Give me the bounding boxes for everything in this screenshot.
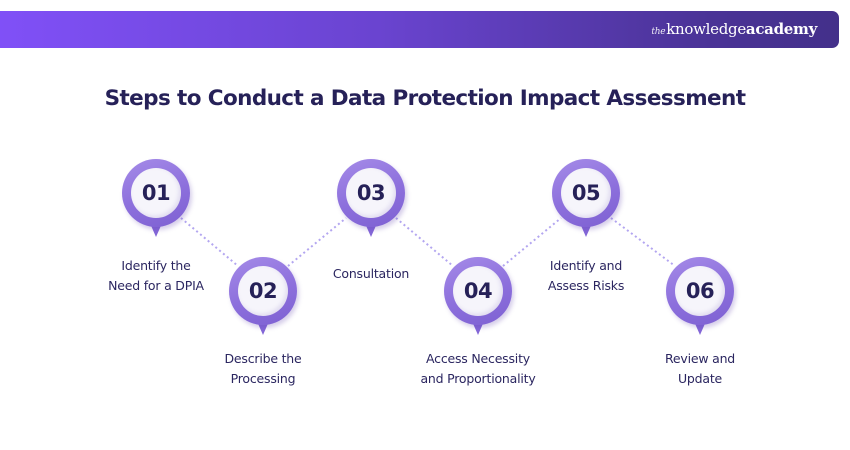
step-label-line: Processing (230, 370, 296, 386)
step-label-02: Describe the Processing (173, 349, 353, 388)
step-pin-02: 02 (229, 257, 297, 339)
step-number: 01 (131, 168, 181, 218)
step-label-01: Identify the Need for a DPIA (66, 256, 246, 295)
step-label-05: Identify and Assess Risks (496, 256, 676, 295)
step-number: 03 (346, 168, 396, 218)
step-label-03: Consultation (281, 264, 461, 284)
header-banner: theknowledgeacademy (0, 11, 839, 48)
step-number: 05 (561, 168, 611, 218)
step-pin-03: 03 (337, 159, 405, 241)
brand-knowledge: knowledge (666, 20, 746, 38)
step-label-line: and Proportionality (420, 370, 536, 386)
brand-prefix: the (651, 27, 666, 37)
step-label-line: Access Necessity (426, 351, 530, 366)
step-number: 04 (453, 266, 503, 316)
step-pin-01: 01 (122, 159, 190, 241)
step-pin-04: 04 (444, 257, 512, 339)
step-label-line: Assess Risks (547, 277, 625, 293)
step-label-line: Identify the (121, 258, 191, 273)
connector-05-06 (610, 217, 676, 267)
step-label-line: Identify and (549, 258, 623, 273)
step-pin-06: 06 (666, 257, 734, 339)
step-label-line: Need for a DPIA (108, 277, 204, 293)
step-label-line: Update (677, 370, 723, 386)
brand-academy: academy (745, 20, 817, 38)
step-pin-05: 05 (552, 159, 620, 241)
step-number: 02 (238, 266, 288, 316)
step-label-06: Review and Update (610, 349, 790, 388)
step-label-04: Access Necessity and Proportionality (388, 349, 568, 388)
step-label-line: Describe the (224, 351, 302, 366)
brand-logo: theknowledgeacademy (651, 20, 817, 38)
step-label-line: Review and (664, 351, 736, 366)
step-label-line: Consultation (332, 266, 410, 281)
step-number: 06 (675, 266, 725, 316)
diagram-title: Steps to Conduct a Data Protection Impac… (104, 86, 746, 111)
